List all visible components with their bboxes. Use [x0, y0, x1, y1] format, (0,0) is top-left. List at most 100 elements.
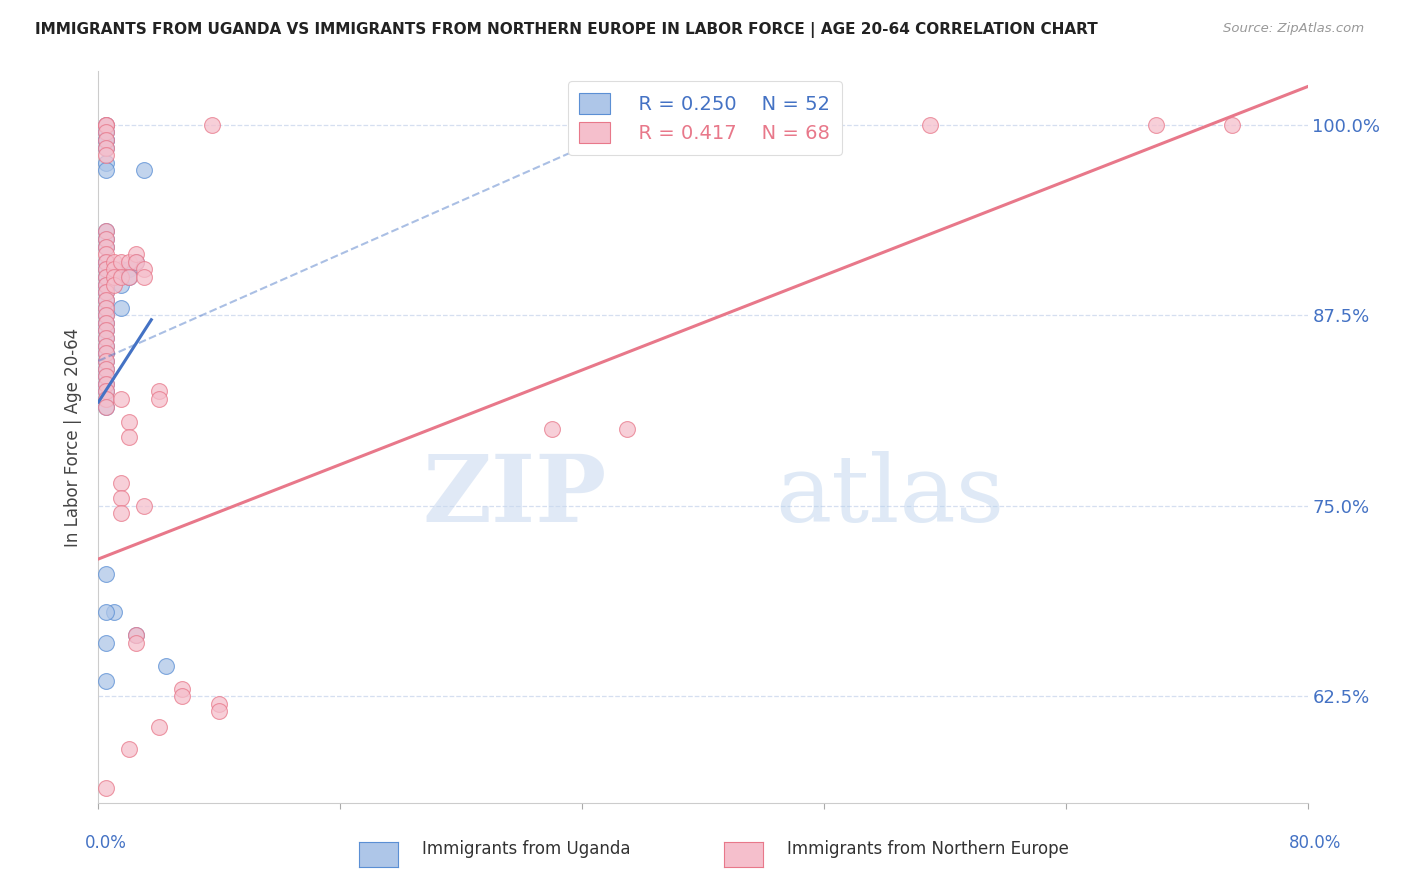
- Point: [170, 689, 193, 703]
- Point: [118, 270, 141, 285]
- Point: [94, 301, 117, 315]
- Point: [94, 293, 117, 307]
- Point: [94, 354, 117, 368]
- Point: [94, 255, 117, 269]
- Y-axis label: In Labor Force | Age 20-64: In Labor Force | Age 20-64: [65, 327, 83, 547]
- Point: [94, 118, 117, 132]
- Point: [94, 133, 117, 147]
- Point: [125, 255, 148, 269]
- Text: 80.0%: 80.0%: [1288, 834, 1341, 852]
- Point: [918, 118, 941, 132]
- Point: [125, 628, 148, 642]
- Point: [148, 392, 170, 406]
- Point: [94, 262, 117, 277]
- Point: [110, 475, 132, 490]
- Point: [125, 636, 148, 650]
- Point: [94, 277, 117, 292]
- Legend:   R = 0.250    N = 52,   R = 0.417    N = 68: R = 0.250 N = 52, R = 0.417 N = 68: [568, 81, 842, 154]
- Point: [94, 301, 117, 315]
- Point: [132, 270, 155, 285]
- Point: [103, 255, 125, 269]
- Point: [94, 636, 117, 650]
- Point: [170, 681, 193, 696]
- Point: [94, 354, 117, 368]
- Point: [94, 140, 117, 154]
- Point: [110, 262, 132, 277]
- Point: [110, 255, 132, 269]
- Point: [94, 270, 117, 285]
- Point: [94, 780, 117, 795]
- Point: [94, 239, 117, 253]
- Point: [94, 400, 117, 414]
- Point: [94, 232, 117, 246]
- Point: [94, 376, 117, 391]
- Point: [148, 384, 170, 399]
- Point: [94, 605, 117, 619]
- Point: [94, 316, 117, 330]
- Point: [110, 277, 132, 292]
- Point: [616, 422, 638, 436]
- Point: [94, 369, 117, 384]
- Point: [94, 331, 117, 345]
- Point: [118, 255, 141, 269]
- Point: [94, 262, 117, 277]
- Point: [94, 308, 117, 322]
- Text: IMMIGRANTS FROM UGANDA VS IMMIGRANTS FROM NORTHERN EUROPE IN LABOR FORCE | AGE 2: IMMIGRANTS FROM UGANDA VS IMMIGRANTS FRO…: [35, 22, 1098, 38]
- Point: [110, 301, 132, 315]
- Point: [132, 499, 155, 513]
- Point: [94, 323, 117, 337]
- Text: Immigrants from Northern Europe: Immigrants from Northern Europe: [787, 840, 1069, 858]
- Point: [94, 293, 117, 307]
- Point: [94, 148, 117, 162]
- Point: [103, 277, 125, 292]
- Point: [118, 415, 141, 429]
- Point: [132, 262, 155, 277]
- Text: Immigrants from Uganda: Immigrants from Uganda: [422, 840, 630, 858]
- Point: [208, 705, 231, 719]
- Point: [94, 308, 117, 322]
- Point: [103, 262, 125, 277]
- Point: [94, 270, 117, 285]
- Point: [94, 400, 117, 414]
- Point: [103, 270, 125, 285]
- Point: [118, 742, 141, 756]
- Point: [118, 430, 141, 444]
- Point: [155, 658, 177, 673]
- Point: [94, 361, 117, 376]
- Point: [94, 376, 117, 391]
- Point: [118, 262, 141, 277]
- Point: [94, 673, 117, 688]
- Point: [94, 346, 117, 360]
- Point: [110, 270, 132, 285]
- Point: [103, 270, 125, 285]
- Point: [201, 118, 224, 132]
- Text: ZIP: ZIP: [422, 450, 606, 541]
- Text: atlas: atlas: [776, 450, 1005, 541]
- Point: [94, 392, 117, 406]
- Point: [118, 270, 141, 285]
- Point: [94, 224, 117, 238]
- Point: [110, 392, 132, 406]
- Point: [103, 605, 125, 619]
- Point: [148, 720, 170, 734]
- Point: [94, 163, 117, 178]
- Point: [94, 384, 117, 399]
- Point: [540, 422, 562, 436]
- Point: [94, 140, 117, 154]
- Point: [132, 163, 155, 178]
- Point: [94, 118, 117, 132]
- Point: [125, 255, 148, 269]
- Point: [94, 567, 117, 582]
- Point: [94, 118, 117, 132]
- Point: [94, 239, 117, 253]
- Point: [1220, 118, 1243, 132]
- Text: 0.0%: 0.0%: [84, 834, 127, 852]
- Point: [94, 323, 117, 337]
- Point: [94, 369, 117, 384]
- Point: [208, 697, 231, 711]
- Point: [110, 491, 132, 505]
- Point: [94, 384, 117, 399]
- Point: [94, 338, 117, 352]
- Point: [94, 392, 117, 406]
- Point: [1146, 118, 1168, 132]
